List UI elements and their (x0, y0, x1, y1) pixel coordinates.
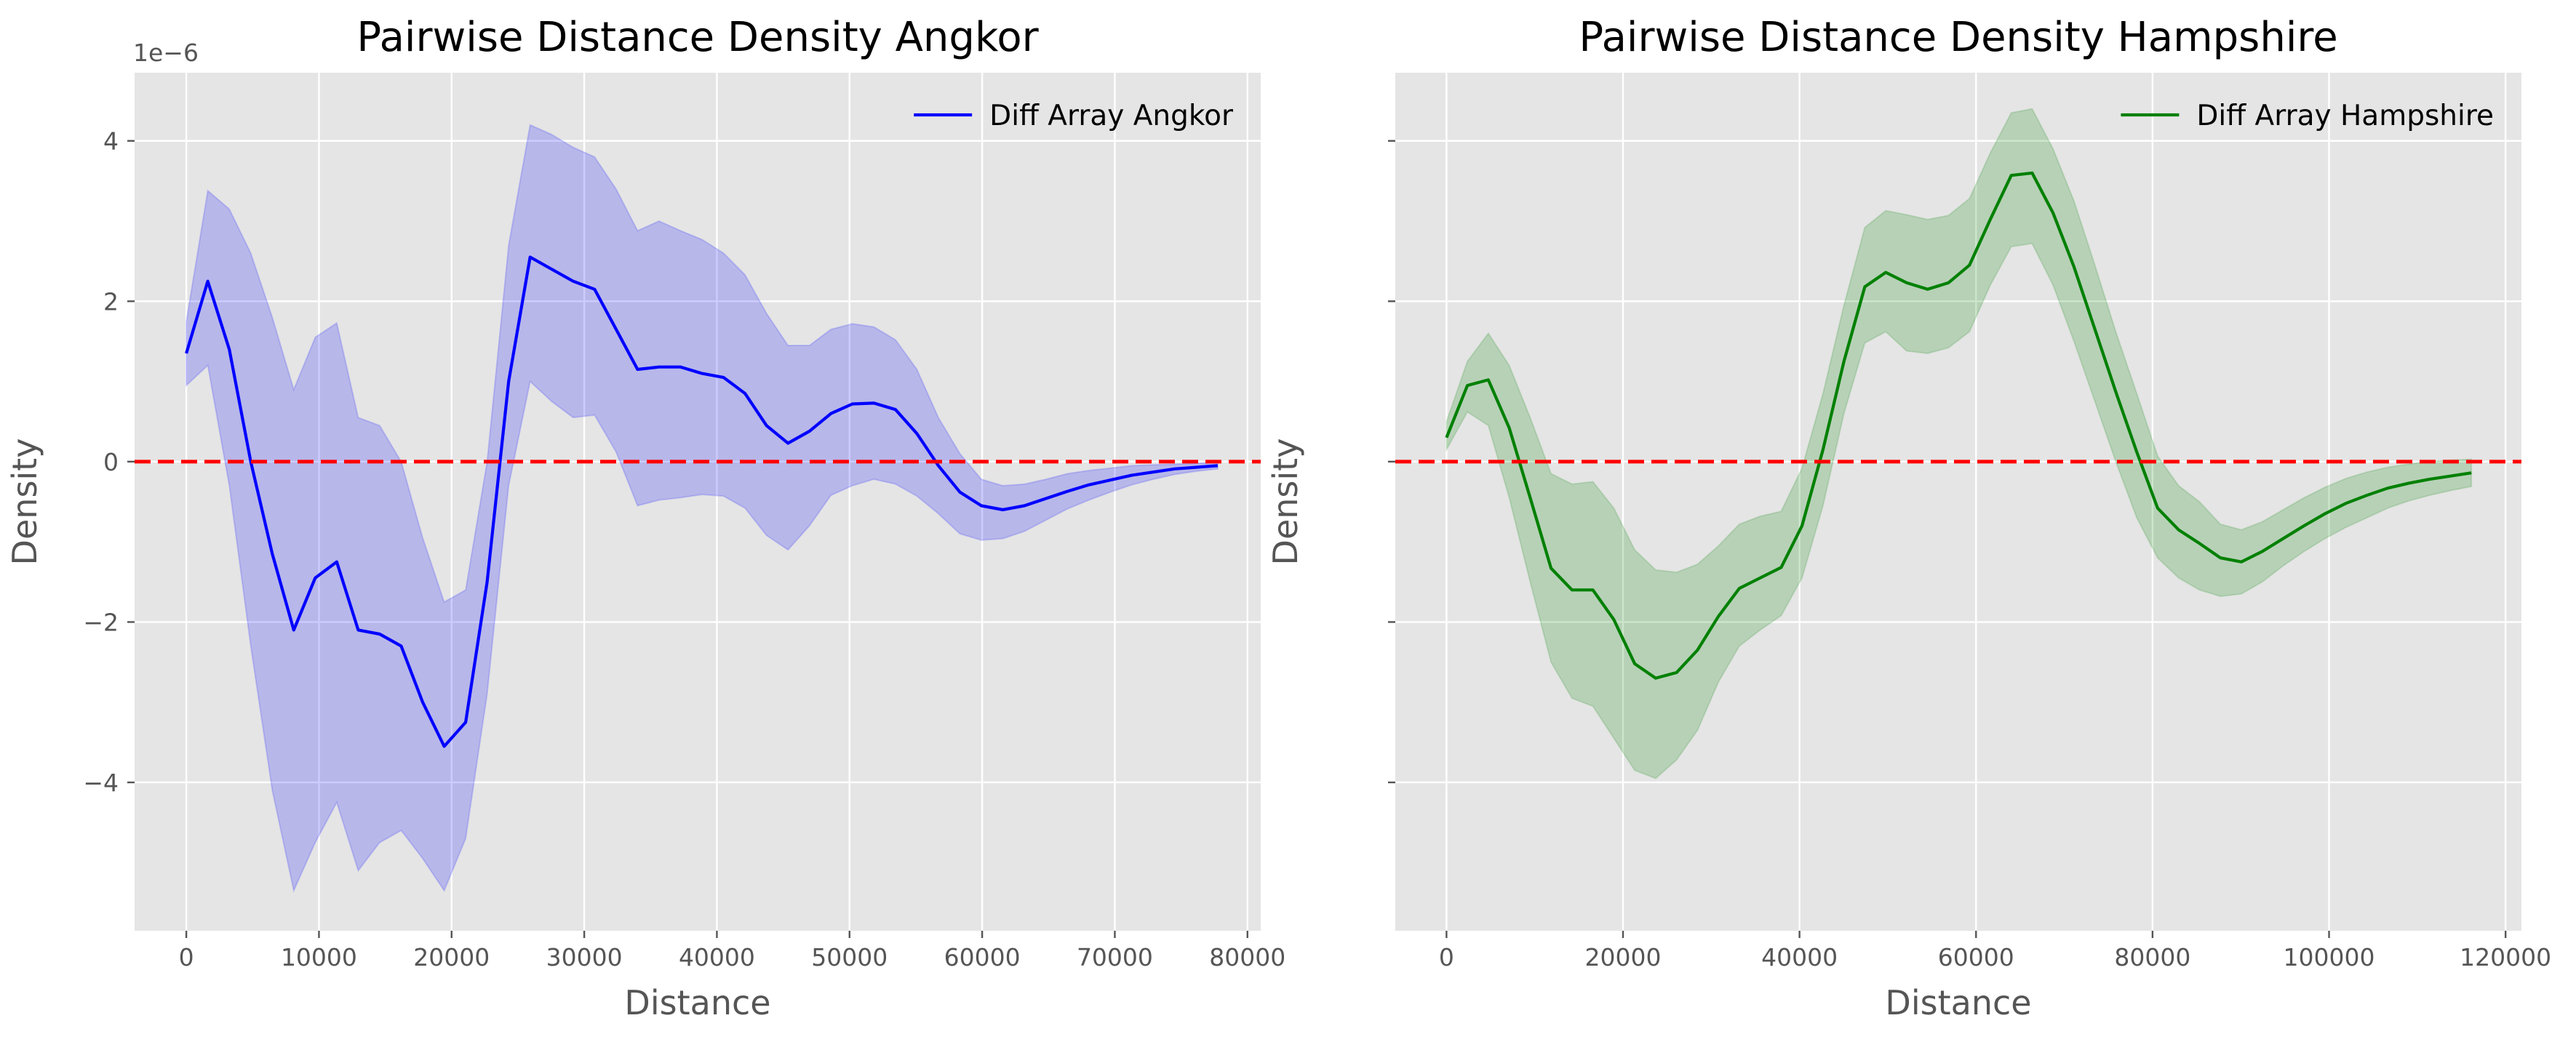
x-tick-label: 100000 (2284, 943, 2375, 971)
tick-labels: 0 20000 40000 60000 80000 100000 120000 (1388, 140, 2551, 971)
series-line (1445, 171, 2472, 680)
x-tick-label: 10000 (281, 943, 357, 971)
y-tick-label: 2 (103, 287, 119, 316)
x-tick-label: 40000 (679, 943, 755, 971)
y-tick-label: −2 (83, 608, 119, 636)
x-tick-label: 0 (1439, 943, 1454, 971)
x-tick-label: 70000 (1077, 943, 1153, 971)
x-tick-label: 120000 (2460, 943, 2551, 971)
y-tick-label: 4 (103, 127, 119, 156)
x-tick-label: 20000 (1585, 943, 1662, 971)
x-tick-label: 60000 (944, 943, 1021, 971)
legend: Diff Array Angkor (914, 100, 1234, 132)
x-tick-label: 20000 (413, 943, 490, 971)
x-tick-label: 80000 (2114, 943, 2190, 971)
x-tick-label: 50000 (811, 943, 888, 971)
y-tick-label: 0 (103, 448, 119, 476)
axes-background (1395, 73, 2521, 931)
chart-panel-angkor: 0 10000 20000 30000 40000 50000 60000 70000 8000… (5, 14, 1285, 1022)
axes-background (135, 73, 1261, 931)
y-axis-offset-label: 1e−6 (133, 39, 199, 67)
x-tick-label: 30000 (546, 943, 623, 971)
legend-label: Diff Array Angkor (989, 100, 1234, 132)
y-axis-label: Density (1266, 438, 1305, 566)
y-tick-label: −4 (83, 769, 119, 797)
x-axis-label: Distance (1885, 983, 2031, 1022)
plot-area (135, 124, 1261, 894)
chart-title: Pairwise Distance Density Angkor (356, 14, 1039, 61)
series-line (185, 255, 1219, 748)
confidence-band (186, 124, 1219, 894)
legend: Diff Array Hampshire (2121, 100, 2494, 132)
chart-panel-hampshire: 0 20000 40000 60000 80000 100000 120000 Pairwi… (1266, 14, 2551, 1022)
confidence-band (1445, 108, 2473, 780)
x-tick-label: 40000 (1761, 943, 1838, 971)
x-tick-label: 80000 (1209, 943, 1285, 971)
x-tick-label: 0 (179, 943, 194, 971)
y-axis-label: Density (5, 438, 44, 566)
x-tick-label: 60000 (1938, 943, 2014, 971)
legend-label: Diff Array Hampshire (2196, 100, 2494, 132)
x-axis-label: Distance (624, 983, 770, 1022)
chart-title: Pairwise Distance Density Hampshire (1579, 14, 2337, 61)
tick-labels: 0 10000 20000 30000 40000 50000 60000 70000 8000… (83, 127, 1285, 971)
plot-area (1395, 108, 2521, 780)
